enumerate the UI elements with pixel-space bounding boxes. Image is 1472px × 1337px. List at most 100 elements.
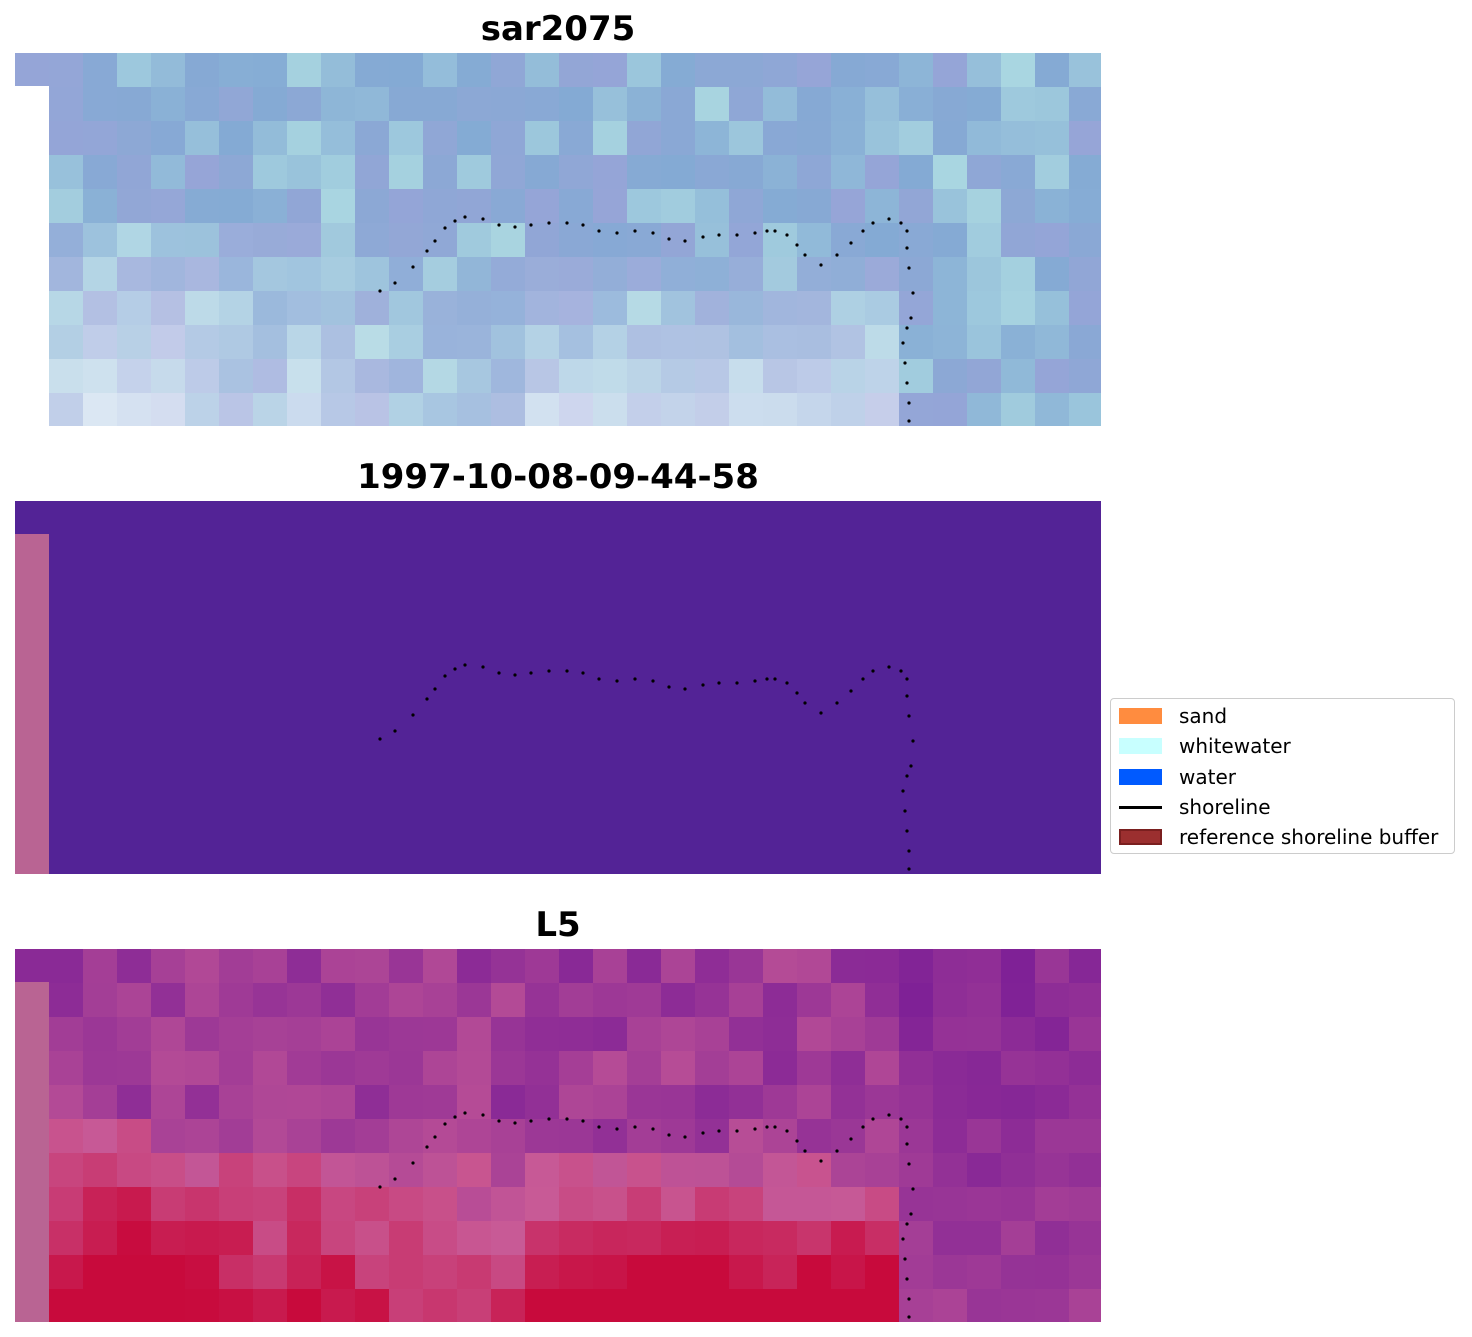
shoreline-dot xyxy=(425,249,429,253)
shoreline-dot xyxy=(785,681,789,685)
shoreline-dot xyxy=(481,1113,485,1117)
shoreline-dot xyxy=(597,677,601,681)
shoreline-dot xyxy=(903,809,907,813)
rgb-image-panel xyxy=(15,53,1101,426)
shoreline-dot xyxy=(753,679,757,683)
shoreline-dot xyxy=(849,1137,853,1141)
shoreline-dot xyxy=(899,221,903,225)
shoreline-dot xyxy=(651,231,655,235)
shoreline-dot xyxy=(529,671,533,675)
shoreline-dot xyxy=(481,217,485,221)
shoreline-dot xyxy=(547,669,551,673)
shoreline-dot xyxy=(795,243,799,247)
shoreline-dot xyxy=(907,867,911,871)
legend: sand whitewater water shoreline referenc… xyxy=(1110,698,1455,854)
shoreline-dot xyxy=(835,701,839,705)
shoreline-dot xyxy=(901,341,905,345)
shoreline-dot xyxy=(463,215,467,219)
shoreline-dot xyxy=(905,246,909,250)
shoreline-dot xyxy=(453,219,457,223)
shoreline-dot xyxy=(835,1149,839,1153)
shoreline-dot xyxy=(871,221,875,225)
shoreline-dot xyxy=(701,1131,705,1135)
shoreline-dot xyxy=(905,694,909,698)
legend-swatch-whitewater xyxy=(1119,738,1162,754)
shoreline-dot xyxy=(753,1127,757,1131)
shoreline-dot xyxy=(905,326,909,330)
shoreline-dot xyxy=(905,677,909,681)
shoreline-dot xyxy=(581,1119,585,1123)
shoreline-dot xyxy=(785,233,789,237)
shoreline-dot xyxy=(633,229,637,233)
shoreline-dot xyxy=(765,1125,769,1129)
shoreline-dot xyxy=(803,1149,807,1153)
shoreline-dot xyxy=(433,1135,437,1139)
shoreline-dot xyxy=(905,229,909,233)
shoreline-dot xyxy=(911,291,915,295)
shoreline-dot xyxy=(765,677,769,681)
legend-label-whitewater: whitewater xyxy=(1179,734,1291,758)
shoreline-dot xyxy=(907,1315,911,1319)
shoreline-dot xyxy=(905,829,909,833)
shoreline-dot xyxy=(803,253,807,257)
shoreline-dot xyxy=(411,265,415,269)
shoreline-dot xyxy=(907,1162,911,1166)
shoreline-dot xyxy=(411,713,415,717)
shoreline-dot xyxy=(905,1125,909,1129)
shoreline-dot xyxy=(683,1135,687,1139)
shoreline-dot xyxy=(909,1212,913,1216)
legend-swatch-buffer xyxy=(1119,829,1162,845)
shoreline-dot xyxy=(901,1237,905,1241)
shoreline-dot xyxy=(433,239,437,243)
shoreline-dot xyxy=(529,223,533,227)
shoreline-dot xyxy=(683,687,687,691)
shoreline-dot xyxy=(581,223,585,227)
shoreline-dot xyxy=(513,1121,517,1125)
shoreline-dot xyxy=(905,1222,909,1226)
legend-item-water: water xyxy=(1119,765,1236,789)
shoreline-dot xyxy=(735,681,739,685)
shoreline-dot xyxy=(463,1111,467,1115)
legend-item-buffer: reference shoreline buffer xyxy=(1119,825,1439,849)
shoreline-dot xyxy=(717,233,721,237)
shoreline-dot xyxy=(425,697,429,701)
shoreline-dot xyxy=(378,289,382,293)
panel-title-date: 1997-10-08-09-44-58 xyxy=(357,457,759,497)
shoreline-dot xyxy=(907,266,911,270)
legend-label-shoreline: shoreline xyxy=(1179,795,1271,819)
shoreline-dot xyxy=(849,241,853,245)
shoreline-dot xyxy=(773,229,777,233)
shoreline-dot xyxy=(717,681,721,685)
shoreline-dot xyxy=(803,701,807,705)
shoreline-dot xyxy=(393,1177,397,1181)
shoreline-dot xyxy=(565,1117,569,1121)
shoreline-dot xyxy=(667,685,671,689)
shoreline-dot xyxy=(849,689,853,693)
shoreline-dot xyxy=(795,1139,799,1143)
shoreline-dot xyxy=(773,677,777,681)
shoreline-dot xyxy=(861,677,865,681)
shoreline-dot xyxy=(497,671,501,675)
shoreline-dot xyxy=(735,1129,739,1133)
shoreline-dot xyxy=(597,1125,601,1129)
shoreline-dot xyxy=(819,1159,823,1163)
shoreline-dot xyxy=(433,687,437,691)
shoreline-dot xyxy=(887,1113,891,1117)
shoreline-dot xyxy=(701,235,705,239)
shoreline-dot xyxy=(909,316,913,320)
shoreline-dot xyxy=(861,1125,865,1129)
shoreline-dot xyxy=(497,223,501,227)
shoreline-dot xyxy=(785,1129,789,1133)
shoreline-dot xyxy=(861,229,865,233)
legend-label-buffer: reference shoreline buffer xyxy=(1179,825,1439,849)
shoreline-dot xyxy=(463,663,467,667)
shoreline-dot xyxy=(701,683,705,687)
shoreline-dot xyxy=(425,1145,429,1149)
legend-swatch-sand xyxy=(1119,708,1162,724)
shoreline-dot xyxy=(667,1133,671,1137)
shoreline-dot xyxy=(393,729,397,733)
shoreline-dot xyxy=(819,711,823,715)
shoreline-dot xyxy=(909,764,913,768)
shoreline-dot xyxy=(597,229,601,233)
shoreline-dot xyxy=(903,1257,907,1261)
